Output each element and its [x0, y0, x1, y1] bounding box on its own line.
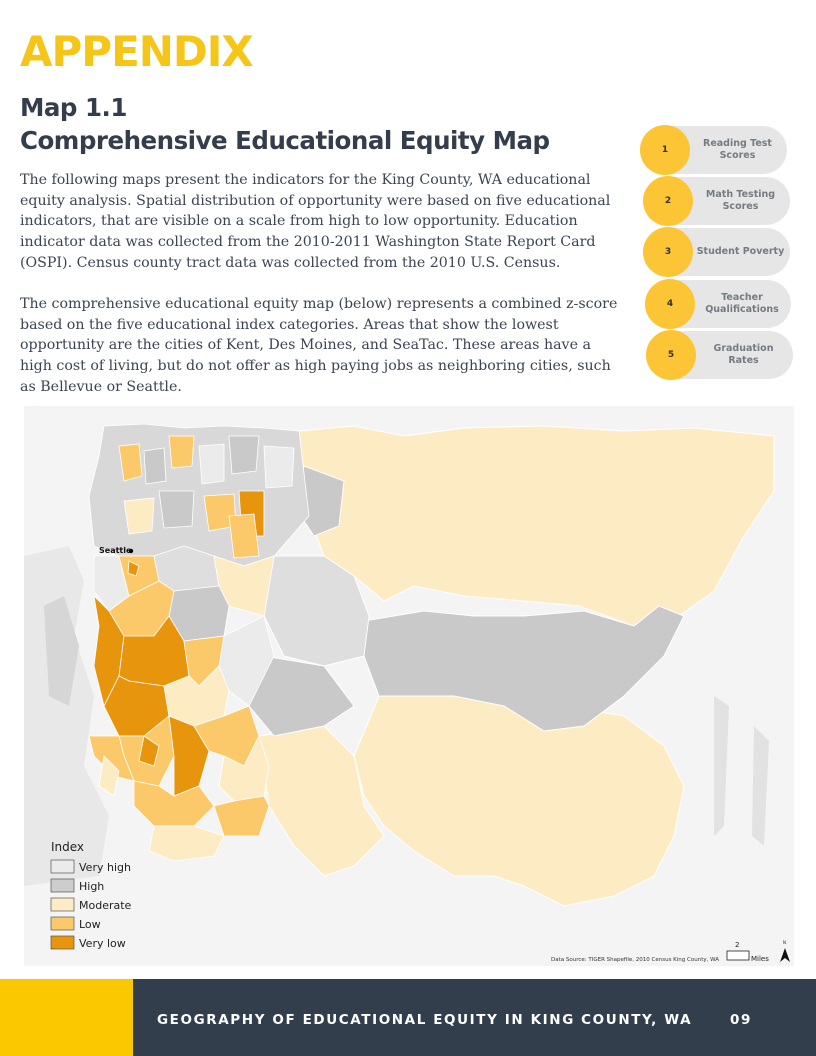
footer-title: GEOGRAPHY OF EDUCATIONAL EQUITY IN KING … [157, 1012, 693, 1028]
page-number: 09 [730, 1012, 752, 1028]
indicator-pill-reading: 1 Reading Test Scores [640, 125, 787, 175]
legend-label: Very high [79, 861, 131, 874]
lake [714, 696, 729, 836]
indicator-number: 5 [646, 330, 696, 380]
water-area [24, 546, 109, 886]
legend-label: High [79, 880, 104, 893]
legend-item: Moderate [50, 897, 132, 912]
region-east-high [363, 605, 685, 732]
indicator-number: 2 [643, 176, 693, 226]
indicator-pill-teacher: 4 Teacher Qualifications [645, 279, 791, 329]
north-label: N [783, 940, 786, 945]
indicator-label: Student Poverty [696, 246, 785, 257]
urban-tracts [88, 423, 310, 862]
indicator-label: Reading Test Scores [703, 138, 772, 161]
legend-item: Very low [50, 935, 126, 950]
legend-item: High [50, 878, 104, 893]
indicator-number: 4 [645, 279, 695, 329]
legend-label: Moderate [79, 899, 132, 912]
equity-map-paragraph: The comprehensive educational equity map… [20, 296, 618, 395]
equity-map: Seattle Index Very high High Moderate Lo… [24, 406, 794, 966]
indicator-label: Graduation Rates [713, 343, 774, 366]
region-southwest-moderate [258, 725, 385, 877]
region-mid-veryhigh [263, 555, 370, 667]
legend-title: Index [51, 840, 84, 854]
seattle-marker [128, 548, 134, 554]
indicator-number: 1 [640, 125, 690, 175]
indicator-label: Math Testing Scores [705, 189, 776, 212]
region-east-moderate [298, 425, 775, 627]
legend-label: Low [79, 918, 101, 931]
scale-value: 2 [735, 941, 739, 949]
legend-item: Very high [50, 859, 131, 874]
seattle-label: Seattle [99, 546, 132, 555]
intro-paragraph: The following maps present the indicator… [20, 172, 611, 271]
appendix-heading: APPENDIX [20, 27, 254, 76]
indicator-pill-math: 2 Math Testing Scores [643, 176, 790, 226]
indicator-pill-poverty: 3 Student Poverty [643, 227, 790, 277]
footer-accent [0, 979, 133, 1056]
footer-bar [133, 979, 816, 1056]
scale-bar [726, 950, 750, 961]
legend-label: Very low [79, 937, 126, 950]
indicator-pill-graduation: 5 Graduation Rates [646, 330, 793, 380]
lake [752, 726, 769, 846]
island [44, 596, 79, 706]
map-title-heading: Comprehensive Educational Equity Map [20, 126, 550, 155]
indicator-number: 3 [643, 227, 693, 277]
data-source: Data Source: TIGER Shapefile, 2010 Censu… [551, 957, 719, 963]
legend-item: Low [50, 916, 101, 931]
north-arrow-icon [780, 948, 790, 962]
indicator-label: Teacher Qualifications [705, 292, 779, 315]
map-number-heading: Map 1.1 [20, 93, 127, 122]
scale-unit: Miles [751, 955, 769, 963]
